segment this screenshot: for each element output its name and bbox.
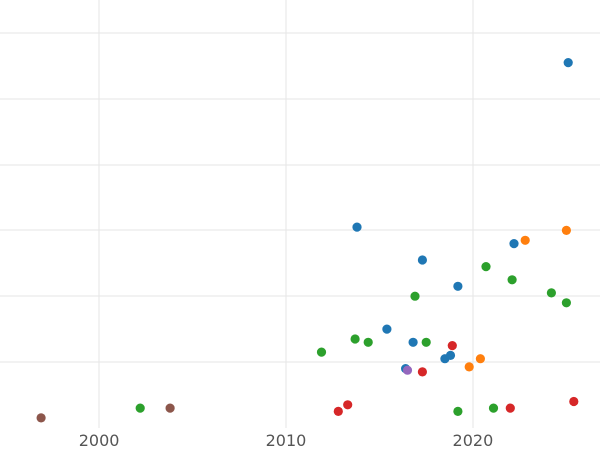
data-point: [445, 350, 456, 360]
data-point: [563, 58, 573, 68]
data-point: [343, 400, 353, 410]
data-points: [36, 58, 579, 423]
data-point: [453, 281, 463, 291]
x-axis-tick-labels: 2000 2010 2020: [79, 431, 494, 450]
data-point: [363, 337, 373, 347]
data-point: [561, 225, 572, 235]
data-point: [421, 337, 431, 347]
data-point: [382, 324, 392, 334]
data-point: [453, 406, 463, 416]
data-point: [352, 222, 362, 232]
y-gridlines: [0, 32, 600, 363]
x-gridlines: [98, 0, 474, 428]
data-point: [546, 288, 557, 298]
data-point: [561, 298, 572, 308]
data-point: [410, 291, 420, 301]
data-point: [520, 235, 530, 245]
data-point: [316, 347, 327, 357]
data-point: [417, 367, 427, 377]
data-point: [475, 354, 485, 364]
data-point: [481, 262, 491, 272]
data-point: [333, 406, 343, 416]
data-point: [488, 403, 499, 413]
data-point: [165, 403, 175, 413]
x-tick-label: 2020: [453, 431, 494, 450]
x-tick-label: 2000: [79, 431, 120, 450]
data-point: [402, 365, 413, 375]
data-point: [507, 275, 517, 285]
data-point: [350, 334, 360, 344]
data-point: [36, 413, 46, 423]
data-point: [464, 362, 474, 372]
data-point: [505, 403, 515, 413]
x-tick-label: 2010: [266, 431, 307, 450]
data-point: [509, 239, 519, 249]
data-point: [447, 341, 457, 351]
data-point: [135, 403, 145, 413]
data-point: [569, 396, 579, 407]
data-point: [417, 255, 427, 265]
data-point: [408, 337, 418, 347]
